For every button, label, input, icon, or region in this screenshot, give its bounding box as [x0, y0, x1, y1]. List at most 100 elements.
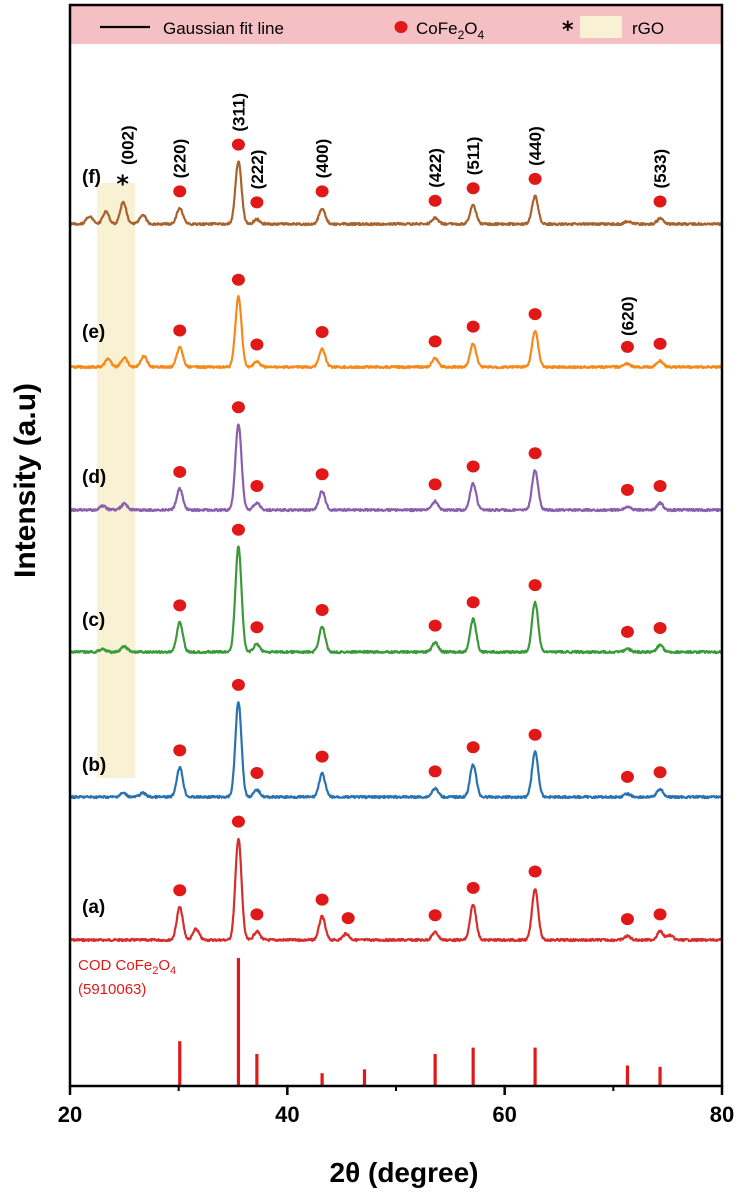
series-layer	[69, 160, 723, 943]
legend-label-fit: Gaussian fit line	[163, 19, 284, 38]
series-label-d: (d)	[82, 467, 106, 488]
peak-marker	[250, 338, 264, 351]
peak-marker	[231, 401, 245, 414]
peak-marker	[173, 744, 187, 757]
legend-rgo-swatch	[580, 16, 622, 38]
x-tick-label: 60	[492, 1102, 516, 1127]
series-label-e: (e)	[82, 322, 105, 343]
x-tick-label: 20	[58, 1102, 82, 1127]
peak-marker	[428, 194, 442, 207]
peak-marker	[653, 195, 667, 208]
legend-dot-swatch	[394, 21, 408, 33]
hkl-label: (002)	[119, 125, 138, 165]
peak-marker	[620, 770, 634, 783]
peak-marker	[653, 337, 667, 350]
peak-marker	[315, 326, 329, 339]
rgo-band	[97, 183, 136, 778]
peak-marker	[653, 908, 667, 921]
legend-label-cofe2o4: CoFe2O4	[416, 19, 485, 42]
series-label-b: (b)	[82, 755, 106, 776]
reference-pattern: COD CoFe2O4 (5910063)	[78, 957, 662, 1086]
hkl-label: (620)	[618, 296, 637, 336]
hkl-label: (400)	[313, 139, 332, 179]
peak-marker	[528, 728, 542, 741]
peak-marker	[620, 483, 634, 496]
x-tick-label: 80	[710, 1102, 734, 1127]
series-label-c: (c)	[82, 610, 105, 631]
legend-asterisk-icon: *	[562, 18, 574, 43]
peak-marker	[315, 604, 329, 617]
peak-marker	[231, 138, 245, 151]
peak-marker	[250, 908, 264, 921]
y-axis-title: Intensity (a.u)	[9, 383, 42, 578]
rgo-band-layer	[97, 183, 136, 778]
peak-marker	[620, 340, 634, 353]
peak-marker	[173, 185, 187, 198]
reference-label: COD CoFe2O4	[78, 957, 176, 977]
peak-marker	[528, 865, 542, 878]
peak-marker	[528, 172, 542, 185]
peak-marker	[653, 621, 667, 634]
legend: Gaussian fit line CoFe2O4 * rGO	[71, 6, 721, 44]
x-axis-title: 2θ (degree)	[330, 1157, 479, 1188]
xrd-curve-e	[69, 294, 723, 370]
peak-marker	[231, 815, 245, 828]
peak-marker	[173, 599, 187, 612]
peak-marker	[315, 893, 329, 906]
peak-marker	[231, 678, 245, 691]
peak-marker	[341, 912, 355, 925]
axes: 20 40 60 80 2θ (degree) Intensity (a.u)	[9, 3, 734, 1188]
label-layer: (a) (b) (c) (d) (e) (f) (002) (220) (311)(222) (4…	[82, 93, 670, 918]
xrd-curve-b	[69, 701, 723, 800]
hkl-label: (440)	[526, 126, 545, 166]
hkl-label: (220)	[171, 139, 190, 179]
xrd-curve-a	[69, 837, 723, 943]
peak-marker	[466, 596, 480, 609]
series-label-a: (a)	[82, 897, 105, 918]
peak-marker	[250, 766, 264, 779]
x-tick-label: 40	[275, 1102, 299, 1127]
peak-marker	[466, 881, 480, 894]
peak-marker-layer	[173, 138, 667, 926]
hkl-label: (311)	[229, 93, 248, 132]
peak-marker	[231, 523, 245, 536]
legend-label-rgo: rGO	[632, 19, 664, 38]
reference-id: (5910063)	[78, 981, 146, 998]
hkl-label: (422)	[426, 148, 445, 188]
peak-marker	[250, 621, 264, 634]
peak-marker	[428, 619, 442, 632]
peak-marker	[428, 335, 442, 348]
hkl-label: (511)	[464, 137, 483, 176]
peak-marker	[620, 913, 634, 926]
peak-marker	[528, 447, 542, 460]
peak-marker	[620, 625, 634, 638]
peak-marker	[466, 320, 480, 333]
hkl-label: (533)	[651, 149, 670, 189]
peak-marker	[528, 308, 542, 321]
hkl-label: (222)	[248, 150, 267, 190]
peak-marker	[428, 765, 442, 778]
peak-marker	[315, 468, 329, 481]
series-label-f: (f)	[82, 167, 101, 188]
peak-marker	[528, 579, 542, 592]
peak-marker	[466, 460, 480, 473]
peak-marker	[653, 766, 667, 779]
rgo-asterisk-icon: *	[116, 170, 129, 198]
peak-marker	[466, 741, 480, 754]
peak-marker	[173, 884, 187, 897]
peak-marker	[231, 273, 245, 286]
peak-marker	[428, 478, 442, 491]
xrd-curve-f	[69, 160, 723, 227]
peak-marker	[466, 182, 480, 195]
peak-marker	[250, 479, 264, 492]
peak-marker	[173, 324, 187, 337]
peak-marker	[653, 479, 667, 492]
xrd-curve-c	[69, 545, 723, 655]
peak-marker	[173, 465, 187, 478]
peak-marker	[250, 196, 264, 209]
peak-marker	[315, 185, 329, 198]
xrd-curve-d	[69, 423, 723, 513]
peak-marker	[315, 750, 329, 763]
peak-marker	[428, 909, 442, 922]
